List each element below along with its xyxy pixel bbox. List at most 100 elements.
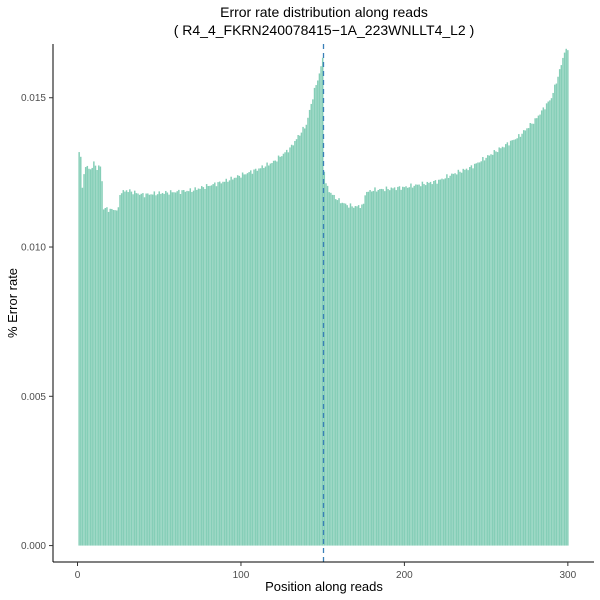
error-rate-bar	[377, 189, 379, 546]
error-rate-bar	[493, 150, 496, 546]
error-rate-bar	[511, 140, 514, 546]
error-rate-bar	[285, 149, 288, 546]
error-rate-bar	[509, 140, 512, 546]
error-rate-bar	[290, 144, 293, 546]
error-rate-bar	[469, 167, 471, 546]
error-rate-bar	[222, 181, 224, 546]
error-rate-bar	[312, 99, 314, 546]
error-rate-bar	[390, 187, 393, 546]
error-rate-bar	[475, 163, 478, 546]
error-rate-bar	[232, 179, 234, 546]
error-rate-bar	[521, 133, 523, 546]
error-rate-bar	[335, 199, 337, 546]
error-rate-bar	[186, 190, 188, 546]
error-rate-bar	[413, 185, 415, 546]
error-rate-bar	[460, 172, 463, 546]
error-rate-bar	[124, 191, 126, 546]
error-rate-bar	[127, 192, 129, 546]
error-rate-bar	[444, 178, 446, 546]
error-rate-bar	[562, 57, 564, 546]
error-rate-bar	[96, 170, 98, 546]
error-rate-bar	[563, 52, 566, 546]
error-rate-bar	[397, 186, 399, 546]
error-rate-bar	[192, 190, 195, 546]
error-rate-bar	[452, 173, 455, 546]
error-rate-bar	[93, 161, 95, 546]
error-rate-bar	[421, 181, 424, 546]
y-axis-ticks: 0.000 0.005 0.010 0.015	[21, 93, 53, 552]
y-axis-title: % Error rate	[5, 268, 20, 338]
error-rate-bar	[112, 209, 115, 546]
error-rate-bar	[459, 171, 461, 546]
error-rate-bar	[549, 100, 551, 546]
error-rate-bar	[287, 152, 290, 546]
error-rate-bar	[104, 207, 107, 546]
error-rate-bar	[480, 161, 482, 546]
error-rate-bar	[212, 184, 214, 546]
error-rate-bar	[202, 187, 205, 546]
y-tick-label: 0.010	[21, 243, 46, 254]
error-rate-bar	[547, 101, 549, 546]
error-rate-bar	[539, 114, 541, 546]
error-rate-bar	[261, 165, 263, 546]
x-tick-label: 0	[75, 570, 81, 581]
error-rate-bar	[503, 147, 505, 546]
error-rate-bar	[178, 189, 180, 546]
error-rate-bar	[243, 174, 245, 546]
error-rate-bar	[498, 147, 500, 546]
error-rate-bar	[303, 128, 306, 546]
error-rate-bar	[266, 162, 268, 546]
error-rate-bar	[245, 174, 247, 546]
error-rate-bar	[106, 207, 108, 546]
error-rate-bar	[353, 207, 355, 546]
error-rate-bar	[374, 187, 376, 546]
y-tick-label: 0.000	[21, 541, 46, 552]
error-rate-bar	[166, 192, 169, 546]
error-rate-bar	[331, 194, 334, 546]
error-rate-bar	[540, 110, 543, 546]
error-rate-bar	[240, 177, 242, 546]
error-rate-bar	[145, 193, 147, 546]
error-rate-bar	[478, 162, 481, 546]
error-rate-bar	[554, 84, 556, 546]
error-rate-bar	[496, 152, 499, 546]
error-rate-bar	[506, 142, 509, 546]
error-rate-bar	[302, 126, 304, 546]
error-rate-bar	[344, 203, 347, 546]
error-rate-bar	[256, 170, 259, 546]
error-rate-bar	[220, 183, 223, 546]
error-rate-bar	[305, 124, 308, 546]
error-rate-bar	[441, 178, 443, 546]
error-rate-bar	[284, 152, 286, 546]
error-rate-bar	[125, 190, 128, 546]
error-rate-bar	[415, 184, 417, 546]
error-rate-bar	[341, 202, 344, 546]
error-rate-bar	[516, 138, 518, 546]
error-rate-bar	[264, 166, 267, 546]
error-rate-bar	[209, 185, 211, 546]
error-rate-bar	[289, 147, 291, 546]
error-rate-bar	[451, 173, 453, 546]
error-rate-bar	[532, 123, 535, 546]
error-rate-bar	[370, 191, 373, 546]
error-rate-bar	[196, 189, 198, 546]
error-rate-bar	[395, 190, 397, 546]
error-rate-bar	[205, 184, 208, 546]
error-rate-bar	[129, 189, 131, 546]
error-rate-bar	[462, 168, 464, 546]
error-rate-bar	[522, 130, 525, 546]
error-rate-bar	[204, 188, 206, 546]
error-rate-bar	[147, 193, 149, 546]
error-rate-bar	[457, 169, 460, 546]
error-rate-bar	[437, 179, 440, 546]
error-rate-bar	[485, 157, 487, 546]
error-rate-bar	[346, 205, 348, 546]
error-rate-bar	[326, 185, 329, 546]
error-rate-bar	[434, 180, 437, 546]
error-rate-bar	[99, 166, 102, 546]
error-rate-bar	[410, 183, 412, 546]
error-rate-bar	[259, 168, 262, 546]
error-rate-bar	[375, 191, 378, 546]
error-rate-bar	[78, 152, 80, 546]
error-rate-bar	[382, 189, 384, 546]
